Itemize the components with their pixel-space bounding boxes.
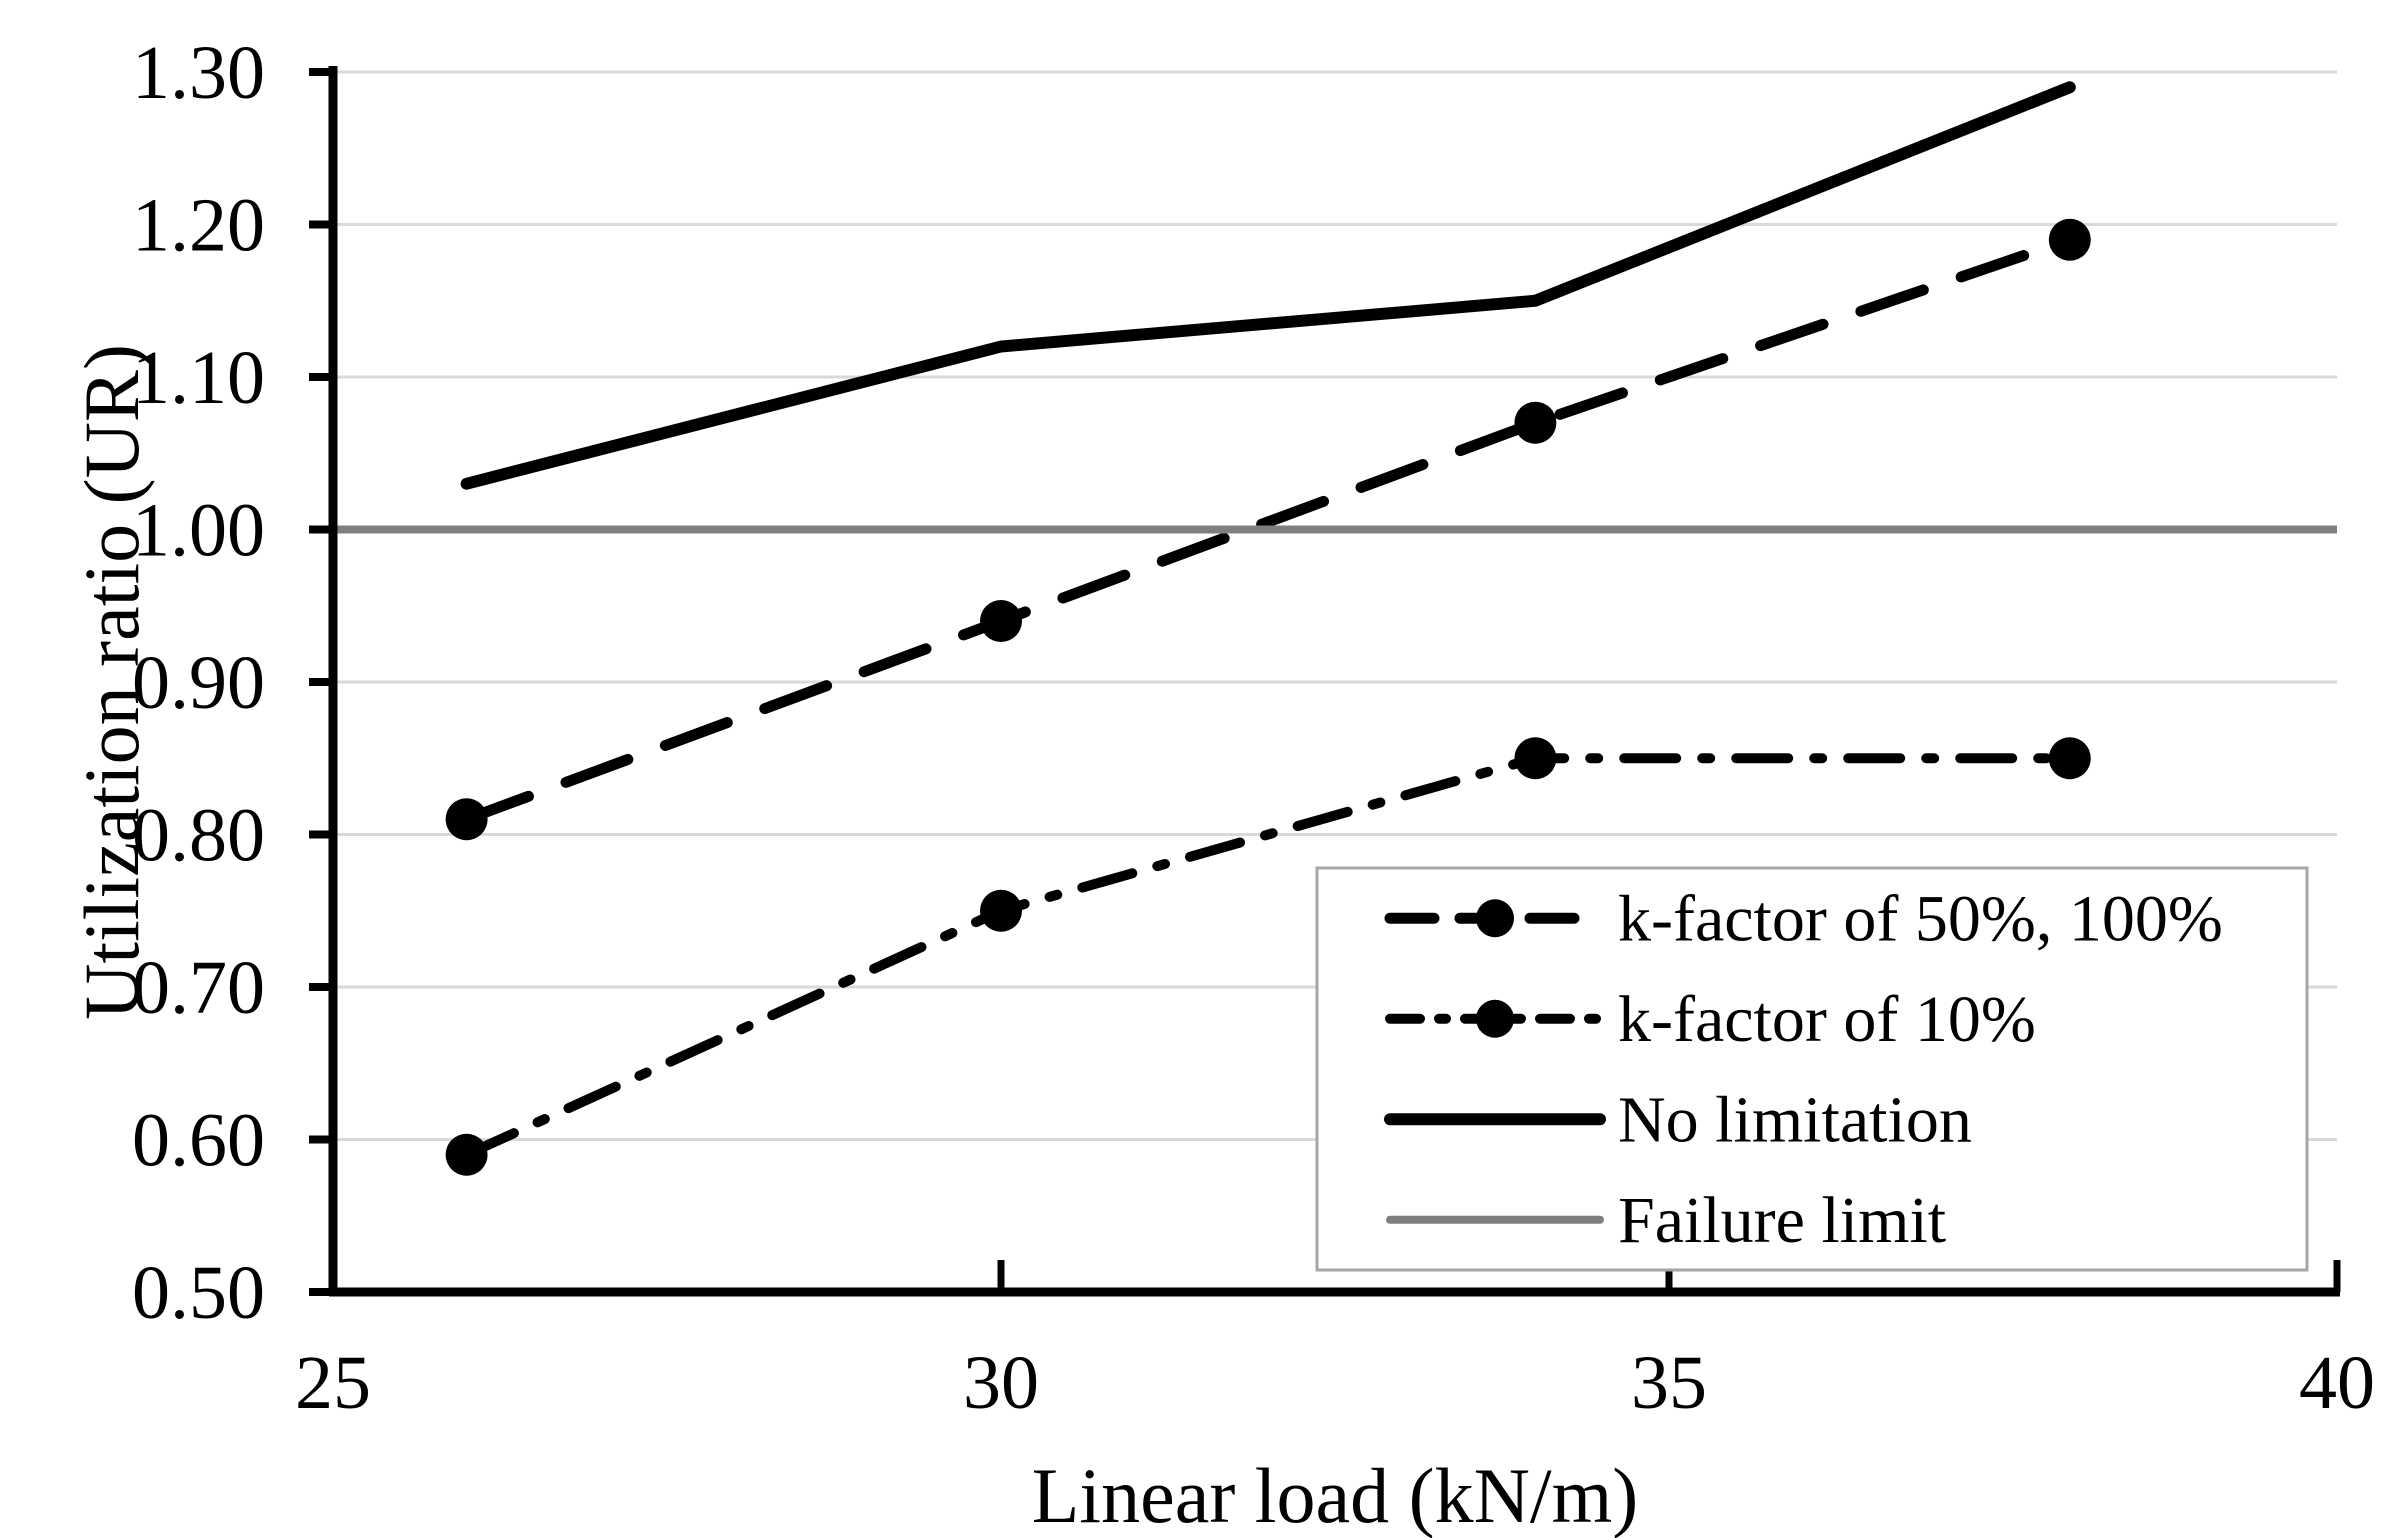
y-tick-label: 0.70 [132,946,265,1030]
data-point-marker [980,600,1022,642]
x-tick-label: 40 [2299,1341,2375,1425]
series-line [461,753,2075,1160]
data-point-marker [980,889,1022,932]
data-point-marker [1514,737,1557,780]
data-point-marker [445,1133,488,1176]
legend-item-label: k-factor of 50%, 100% [1618,882,2223,955]
x-tick-label: 30 [963,1341,1039,1425]
y-axis-title: Utilization ratio (UR) [68,344,155,1020]
axes-and-ticks [309,66,2341,1297]
x-axis-title: Linear load (kN/m) [1032,1452,1638,1538]
series-line [460,81,2076,490]
series-line [461,234,2076,825]
data-series [333,81,2337,1176]
data-point-marker [1514,401,1557,444]
y-tick-label: 0.80 [132,794,265,878]
legend-item-label: Failure limit [1618,1184,1946,1257]
legend-marker-dot [1476,999,1514,1038]
data-point-marker [2048,218,2091,261]
legend-item-label: k-factor of 10% [1618,983,2036,1056]
y-tick-label: 0.60 [132,1099,265,1183]
y-tick-label: 0.50 [132,1251,265,1335]
legend-box [1315,866,2309,1272]
data-point-marker [445,798,488,841]
legend-marker-dot [1476,899,1514,938]
data-point-marker [2048,737,2091,780]
y-tick-label: 1.00 [132,489,265,573]
x-tick-label: 25 [295,1341,371,1425]
legend-item-label: No limitation [1618,1083,1972,1156]
x-tick-label: 35 [1631,1341,1707,1425]
tick-labels: 0.50 0.60 0.70 0.80 0.90 1.00 1.10 1.20 1.30 25 30… [132,31,2375,1425]
y-tick-label: 1.10 [132,336,265,420]
y-tick-label: 0.90 [132,641,265,725]
y-tick-label: 1.20 [132,184,265,268]
y-tick-label: 1.30 [132,31,265,115]
legend: k-factor of 50%, 100% k-factor of 10% No l… [1315,866,2309,1272]
